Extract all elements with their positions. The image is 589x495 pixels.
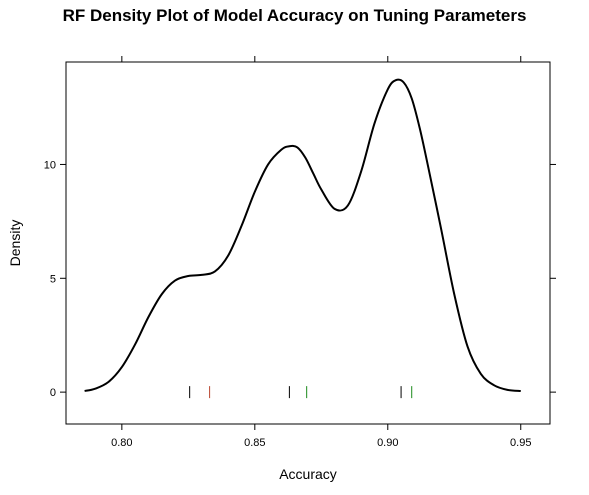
y-tick-label: 5 [50,273,56,285]
chart-title: RF Density Plot of Model Accuracy on Tun… [62,6,527,25]
y-tick-label: 10 [44,159,56,171]
plot-frame [65,61,551,425]
x-axis-title: Accuracy [279,466,337,482]
x-tick-label: 0.85 [244,437,265,449]
rug-marks [189,386,413,399]
x-axis: 0.80 0.85 0.90 0.95 [111,56,531,449]
x-tick-label: 0.90 [377,437,398,449]
density-curve [84,78,521,392]
x-tick-label: 0.95 [510,437,531,449]
y-axis-title: Density [7,220,23,267]
y-axis: 0 5 10 [44,159,556,399]
y-tick-label: 0 [50,387,56,399]
x-tick-label: 0.80 [111,437,132,449]
